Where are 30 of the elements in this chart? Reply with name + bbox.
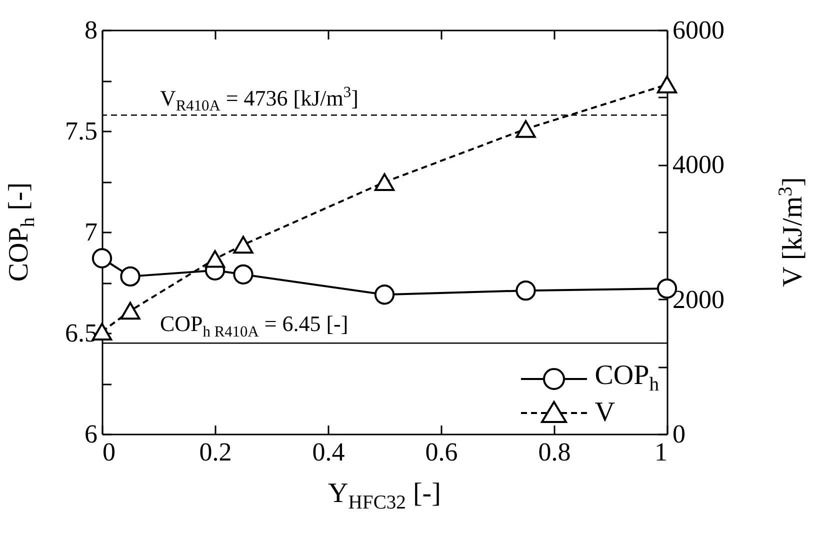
ref-line-label: COP$_{h R410A}$ = 6.45 [-] bbox=[160, 311, 348, 340]
point bbox=[374, 173, 395, 192]
legend-label: V bbox=[594, 397, 615, 428]
y2-tick-label: 4000 bbox=[672, 150, 724, 180]
y-tick-label: 6 bbox=[84, 420, 98, 448]
point bbox=[92, 248, 112, 268]
x-tick-label: 0.4 bbox=[312, 438, 345, 466]
point bbox=[374, 284, 395, 305]
y-tick-label: 7 bbox=[84, 218, 98, 246]
x-tick-label: 1 bbox=[654, 438, 668, 466]
y2-tick-label: 2000 bbox=[672, 284, 724, 314]
point bbox=[204, 250, 226, 268]
point bbox=[516, 120, 536, 138]
point bbox=[233, 236, 254, 254]
ref-line-label: V$_{R410A}$ = 4736 [kJ/m$^{3}$] bbox=[160, 84, 358, 115]
x-axis-title: Y$_{HFC32}$ [-] bbox=[328, 478, 441, 514]
y2-tick-label: 6000 bbox=[672, 16, 724, 44]
y-tick-label: 7.5 bbox=[65, 116, 98, 146]
legend-label: COP$_{h}$ bbox=[594, 360, 659, 396]
point bbox=[120, 266, 140, 287]
point bbox=[120, 302, 140, 320]
x-tick-label: 0 bbox=[102, 438, 116, 466]
y-tick-label: 8 bbox=[84, 16, 98, 44]
point bbox=[233, 264, 254, 284]
y2-tick-label: 0 bbox=[672, 420, 686, 448]
point bbox=[656, 76, 678, 94]
x-tick-label: 0.2 bbox=[199, 438, 232, 466]
x-tick-label: 0.6 bbox=[425, 438, 458, 466]
x-tick-label: 0.8 bbox=[538, 438, 571, 466]
point bbox=[516, 280, 536, 301]
